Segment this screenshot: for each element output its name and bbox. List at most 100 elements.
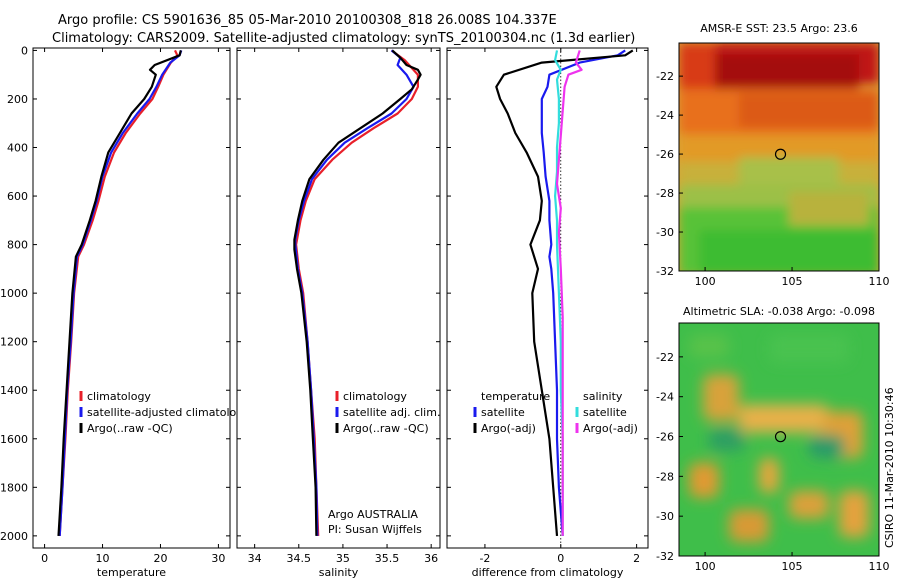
x-axis-label: salinity [319,566,359,579]
series-argo [57,50,182,536]
x-tick-label: -2 [479,552,490,565]
x-tick-label: 100 [695,560,716,573]
x-tick-label: 34 [248,552,262,565]
y-tick-label: -32 [656,265,674,278]
heatmap-cell [839,490,869,538]
legend-label: satellite [583,406,627,419]
y-tick-label: -22 [656,351,674,364]
x-tick-label: 105 [782,275,803,288]
y-tick-label: -30 [656,226,674,239]
annotation-line: Argo AUSTRALIA [328,508,418,521]
y-tick-label: 1600 [0,433,28,446]
x-tick-label: 10 [96,552,110,565]
y-tick-label: 2000 [0,530,28,543]
heatmap-blobs [679,43,879,271]
y-tick-label: -24 [656,109,674,122]
axes-box [236,47,441,549]
panel-sst: AMSR-E SST: 23.5 Argo: 23.6 100 105 110 -22 -… [656,22,889,288]
series-temperature-argo [495,49,634,536]
y-tick-label: 1200 [0,336,28,349]
title-line2: Climatology: CARS2009. Satellite-adjuste… [52,31,635,46]
argo-location-marker [774,148,787,160]
y-tick-label: -24 [656,391,674,404]
legend-label: climatology [343,390,407,403]
x-axis-label: difference from climatology [472,566,624,579]
legend-label: Argo(..raw -QC) [343,422,429,435]
axes-box [32,47,231,549]
x-tick-label: 35 [336,552,350,565]
x-tick-label: 34.5 [287,552,312,565]
y-tick-label: 1000 [0,287,28,300]
panel-sla: Altimetric SLA: -0.038 Argo: -0.098 100 10… [656,305,889,573]
legend-title: temperature [481,390,550,403]
argo-location-marker [774,431,787,443]
series-salinity-argo [555,50,583,536]
x-tick-label: 36 [424,552,438,565]
x-tick-label: 0 [557,552,564,565]
legend-label: climatology [87,390,151,403]
y-tick-label: -32 [656,550,674,563]
x-tick-label: 2 [633,552,640,565]
axes-box [446,47,649,549]
heatmap-blobs [689,334,869,543]
map-title: Altimetric SLA: -0.038 Argo: -0.098 [683,305,875,318]
heatmap-cell [689,462,719,498]
x-axis-label: temperature [97,566,166,579]
series-temperature-satellite [540,49,626,536]
heatmap-cell [789,490,829,519]
x-tick-label: 100 [695,275,716,288]
x-tick-label: 20 [153,552,167,565]
series-argo [293,49,422,536]
panel-salinity: 34 34.5 35 35.5 36 salinity climatology satelli… [236,47,441,579]
heatmap-cell [709,427,745,452]
y-tick-label: -26 [656,148,674,161]
heatmap-cell [789,191,869,226]
axes-box [678,322,880,557]
heatmap-cell [689,334,729,358]
x-tick-label: 110 [869,560,890,573]
legend-label: satellite adj. clim. [343,406,440,419]
x-tick-label: 30 [211,552,225,565]
y-tick-label: 1800 [0,481,28,494]
panel-difference: -2 0 2 difference from climatology temperatu… [446,47,649,579]
legend-label: Argo(-adj) [481,422,536,435]
heatmap-cell [739,93,879,128]
panel-temperature: 0 10 20 30 0 200 400 600 800 1000 1200 1400 1600 1800… [0,44,250,579]
heatmap-cell [703,374,739,421]
y-tick-label: 0 [21,44,28,57]
heatmap-field [679,43,879,271]
title-line1: Argo profile: CS 5901636_85 05-Mar-2010 … [58,13,557,28]
heatmap-cell [809,434,845,459]
heatmap-cell [739,404,829,433]
y-tick-label: 200 [7,93,28,106]
y-tick-label: -30 [656,510,674,523]
x-tick-label: 35.5 [375,552,400,565]
heatmap-cell [769,334,849,363]
legend-title: salinity [583,390,623,403]
x-tick-label: 110 [869,275,890,288]
axes-box [678,42,880,272]
heatmap-field [679,323,879,556]
heatmap-cell [759,458,779,494]
x-tick-label: 105 [782,560,803,573]
y-tick-label: 800 [7,239,28,252]
footer-timestamp: CSIRO 11-Mar-2010 10:30:46 [883,387,896,548]
x-tick-label: 0 [41,552,48,565]
y-tick-label: 1400 [0,384,28,397]
annotation-line: PI: Susan Wijffels [328,523,422,536]
map-title: AMSR-E SST: 23.5 Argo: 23.6 [700,22,858,35]
legend-label: Argo(-adj) [583,422,638,435]
y-tick-label: 400 [7,142,28,155]
y-tick-label: -28 [656,187,674,200]
legend-label: satellite-adjusted climatology [87,406,250,419]
legend-label: Argo(..raw -QC) [87,422,173,435]
heatmap-cell [699,229,879,271]
y-tick-label: -26 [656,431,674,444]
y-tick-label: 600 [7,190,28,203]
y-tick-label: -22 [656,70,674,83]
y-tick-label: -28 [656,470,674,483]
series-salinity-satellite [554,50,564,536]
legend-label: satellite [481,406,525,419]
heatmap-cell [729,509,769,543]
